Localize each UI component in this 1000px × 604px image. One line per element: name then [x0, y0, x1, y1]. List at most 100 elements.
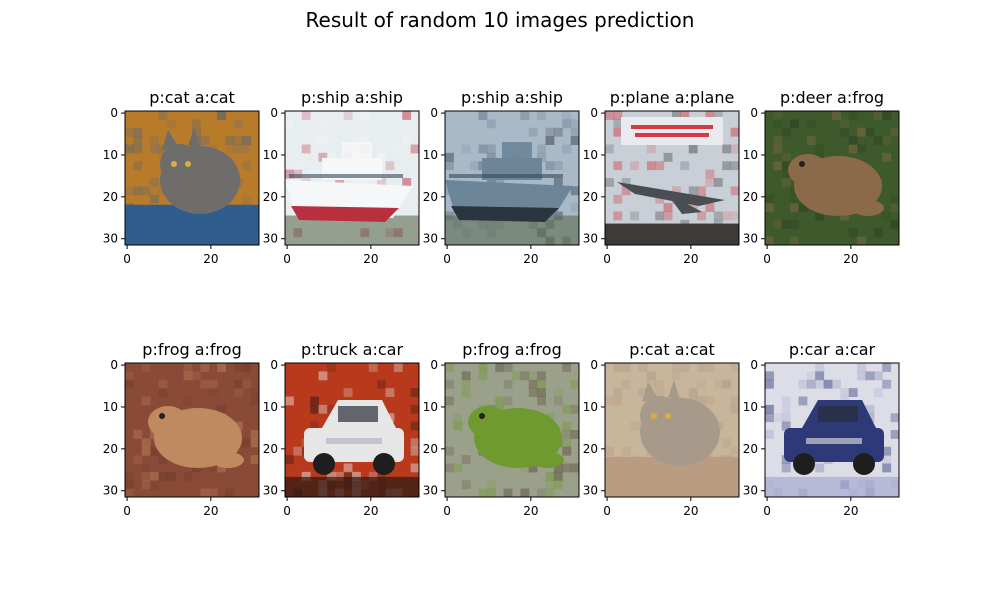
- y-tick-label: 30: [103, 232, 118, 246]
- subplot-8: p:frog a:frog 0 20 0 10 20 30: [423, 340, 580, 518]
- y-tick-label: 30: [263, 232, 278, 246]
- y-tick-label: 30: [423, 232, 438, 246]
- subplot-title: p:ship a:ship: [301, 88, 403, 107]
- x-tick-label: 0: [123, 504, 131, 518]
- panel-image: [765, 363, 899, 497]
- panel-image: [125, 363, 259, 497]
- y-tick-label: 20: [103, 442, 118, 456]
- y-tick-label: 0: [750, 106, 758, 120]
- subplot-title: p:frog a:frog: [142, 340, 241, 359]
- y-tick-label: 10: [103, 400, 118, 414]
- x-tick-label: 20: [683, 252, 698, 266]
- x-tick-label: 0: [763, 504, 771, 518]
- x-tick-label: 0: [283, 504, 291, 518]
- subplot-title: p:truck a:car: [301, 340, 403, 359]
- y-tick-label: 20: [423, 442, 438, 456]
- y-tick-label: 0: [430, 358, 438, 372]
- y-tick-label: 10: [263, 148, 278, 162]
- panel-image: [765, 111, 899, 245]
- x-tick-label: 20: [363, 252, 378, 266]
- panel-image: [285, 111, 419, 245]
- x-tick-label: 20: [683, 504, 698, 518]
- y-tick-label: 20: [103, 190, 118, 204]
- y-tick-label: 0: [110, 106, 118, 120]
- y-tick-label: 0: [750, 358, 758, 372]
- x-tick-label: 0: [283, 252, 291, 266]
- subplot-title: p:deer a:frog: [780, 88, 884, 107]
- y-tick-label: 10: [263, 400, 278, 414]
- subplot-1: p:cat a:cat 0 20 0 10 20 30: [103, 88, 260, 266]
- x-tick-label: 20: [203, 504, 218, 518]
- panel-image: [605, 363, 739, 497]
- subplot-6: p:frog a:frog 0 20 0 10 20 30: [103, 340, 260, 518]
- axes-frame: [764, 110, 900, 246]
- x-tick-label: 20: [203, 252, 218, 266]
- y-tick-label: 20: [263, 190, 278, 204]
- subplot-title: p:cat a:cat: [629, 340, 715, 359]
- y-tick-label: 10: [743, 400, 758, 414]
- y-tick-label: 0: [270, 358, 278, 372]
- x-tick-label: 20: [843, 504, 858, 518]
- panel-image: [125, 111, 259, 245]
- y-tick-label: 0: [430, 106, 438, 120]
- x-tick-label: 0: [763, 252, 771, 266]
- axes-frame: [444, 362, 580, 498]
- y-tick-label: 0: [110, 358, 118, 372]
- y-tick-label: 30: [423, 484, 438, 498]
- y-tick-label: 10: [423, 148, 438, 162]
- x-tick-label: 20: [523, 504, 538, 518]
- axes-frame: [604, 362, 740, 498]
- subplot-9: p:cat a:cat 0 20 0 10 20 30: [583, 340, 740, 518]
- x-tick-label: 0: [603, 252, 611, 266]
- y-tick-label: 30: [583, 232, 598, 246]
- y-tick-label: 20: [263, 442, 278, 456]
- x-tick-label: 20: [843, 252, 858, 266]
- subplot-title: p:plane a:plane: [610, 88, 735, 107]
- figure-title: Result of random 10 images prediction: [305, 8, 695, 32]
- y-tick-label: 20: [583, 190, 598, 204]
- x-tick-label: 20: [523, 252, 538, 266]
- axes-frame: [284, 110, 420, 246]
- axes-frame: [124, 362, 260, 498]
- subplot-title: p:cat a:cat: [149, 88, 235, 107]
- y-tick-label: 0: [590, 358, 598, 372]
- subplot-2: p:ship a:ship 0 20 0 10 20 30: [263, 88, 420, 266]
- x-tick-label: 0: [443, 504, 451, 518]
- x-tick-label: 0: [123, 252, 131, 266]
- y-tick-label: 10: [743, 148, 758, 162]
- y-tick-label: 30: [743, 232, 758, 246]
- panel-image: [445, 363, 579, 497]
- y-tick-label: 10: [103, 148, 118, 162]
- y-tick-label: 30: [103, 484, 118, 498]
- x-tick-label: 20: [363, 504, 378, 518]
- axes-frame: [604, 110, 740, 246]
- y-tick-label: 10: [583, 400, 598, 414]
- y-tick-label: 20: [583, 442, 598, 456]
- panel-image: [605, 111, 739, 245]
- y-tick-label: 30: [263, 484, 278, 498]
- subplot-title: p:frog a:frog: [462, 340, 561, 359]
- axes-frame: [444, 110, 580, 246]
- subplot-title: p:ship a:ship: [461, 88, 563, 107]
- y-tick-label: 0: [270, 106, 278, 120]
- subplot-5: p:deer a:frog 0 20 0 10 20 30: [743, 88, 900, 266]
- y-tick-label: 30: [743, 484, 758, 498]
- y-tick-label: 0: [590, 106, 598, 120]
- y-tick-label: 30: [583, 484, 598, 498]
- axes-frame: [124, 110, 260, 246]
- x-tick-label: 0: [603, 504, 611, 518]
- axes-frame: [284, 362, 420, 498]
- subplot-3: p:ship a:ship 0 20 0 10 20 30: [423, 88, 580, 266]
- subplot-10: p:car a:car 0 20 0 10 20 30: [743, 340, 900, 518]
- subplot-4: p:plane a:plane 0 20 0 10 20 30: [583, 88, 740, 266]
- y-tick-label: 20: [743, 190, 758, 204]
- y-tick-label: 10: [423, 400, 438, 414]
- panel-image: [285, 363, 419, 497]
- x-tick-label: 0: [443, 252, 451, 266]
- y-tick-label: 10: [583, 148, 598, 162]
- subplot-7: p:truck a:car 0 20 0 10 20 30: [263, 340, 420, 518]
- y-tick-label: 20: [743, 442, 758, 456]
- axes-frame: [764, 362, 900, 498]
